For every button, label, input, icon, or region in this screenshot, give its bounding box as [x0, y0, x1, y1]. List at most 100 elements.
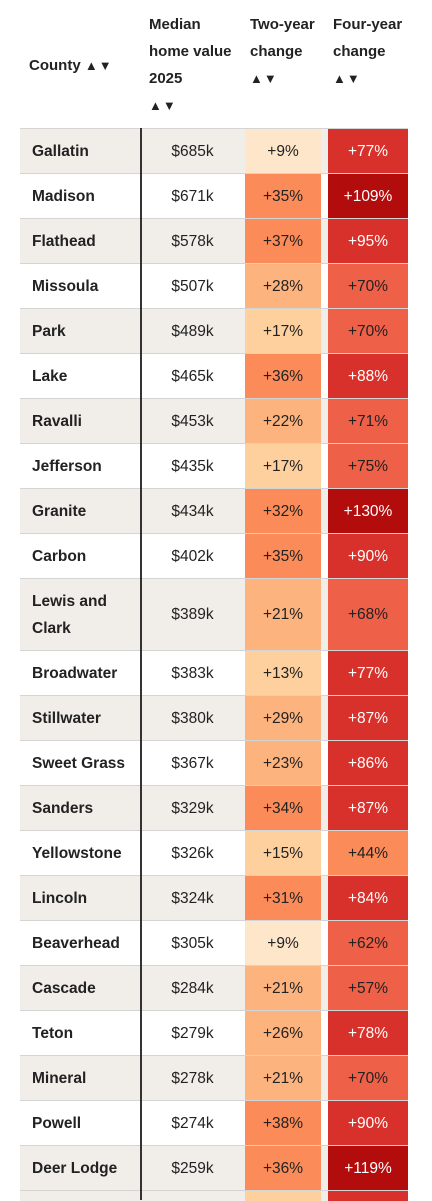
four-year-change-cell: +75%	[328, 444, 408, 489]
county-name: Park	[32, 323, 66, 340]
median-value: $578k	[171, 232, 214, 250]
county-column-header[interactable]: County ▲▼	[29, 52, 113, 79]
county-name: Granite	[32, 503, 87, 520]
four-year-header-label: Four-year change	[333, 16, 403, 60]
median-value: $274k	[171, 1114, 214, 1132]
four-year-change-cell: +90%	[328, 534, 408, 579]
median-value: $435k	[171, 457, 214, 475]
four-year-change-cell: +130%	[328, 489, 408, 534]
four-year-change-cell: +70%	[328, 309, 408, 354]
table-row: Lake $465k +36% +88%	[20, 353, 408, 399]
median-value: $434k	[171, 502, 214, 520]
county-name: Lake	[32, 368, 68, 385]
table-row: Park $489k +17% +70%	[20, 308, 408, 354]
four-year-change-cell: +84%	[328, 876, 408, 921]
four-year-change-cell: +87%	[328, 696, 408, 741]
four-year-change-cell: +70%	[328, 264, 408, 309]
table-row: Yellowstone $326k +15% +44%	[20, 830, 408, 876]
county-name: Beaverhead	[32, 935, 120, 952]
median-value: $389k	[171, 606, 214, 623]
column-divider	[140, 128, 142, 1200]
four-year-change-cell: +86%	[328, 741, 408, 786]
table-row: Granite $434k +32% +130%	[20, 488, 408, 534]
sort-arrows-icon[interactable]: ▲▼	[84, 58, 113, 73]
four-year-change-cell: +88%	[328, 354, 408, 399]
table-row: Beaverhead $305k +9% +62%	[20, 920, 408, 966]
two-year-change-cell: +35%	[245, 534, 321, 579]
table-row: Lincoln $324k +31% +84%	[20, 875, 408, 921]
two-year-header-label: Two-year change	[250, 16, 315, 60]
two-year-column-header[interactable]: Two-year change ▲▼	[250, 11, 320, 92]
median-value: $324k	[171, 889, 214, 907]
two-year-change-cell: +38%	[245, 1101, 321, 1146]
median-value: $367k	[171, 754, 214, 772]
two-year-change-cell: +36%	[245, 354, 321, 399]
four-year-change-cell: +71%	[328, 399, 408, 444]
sort-arrows-icon[interactable]: ▲▼	[333, 71, 361, 86]
four-year-change-cell: +95%	[328, 219, 408, 264]
four-year-change-cell: +62%	[328, 921, 408, 966]
county-name: Deer Lodge	[32, 1160, 118, 1177]
two-year-change-cell: +28%	[245, 264, 321, 309]
two-year-change-cell: +31%	[245, 876, 321, 921]
table-row	[20, 1190, 408, 1201]
table-row: Mineral $278k +21% +70%	[20, 1055, 408, 1101]
county-name: Ravalli	[32, 413, 82, 430]
two-year-change-cell: +34%	[245, 786, 321, 831]
table-row: Powell $274k +38% +90%	[20, 1100, 408, 1146]
table-row: Cascade $284k +21% +57%	[20, 965, 408, 1011]
county-name: Carbon	[32, 548, 87, 565]
median-header-label: Median home value 2025	[149, 16, 232, 87]
table-row: Flathead $578k +37% +95%	[20, 218, 408, 264]
median-value: $465k	[171, 367, 214, 385]
two-year-change-cell: +36%	[245, 1146, 321, 1191]
table-row: Deer Lodge $259k +36% +119%	[20, 1145, 408, 1191]
table-row: Sanders $329k +34% +87%	[20, 785, 408, 831]
four-year-change-cell: +87%	[328, 786, 408, 831]
four-year-change-cell: +77%	[328, 651, 408, 696]
county-name: Sweet Grass	[32, 755, 126, 772]
median-value: $685k	[171, 142, 214, 160]
county-name: Lewis and Clark	[32, 593, 107, 637]
four-year-change-cell: +109%	[328, 174, 408, 219]
median-value: $278k	[171, 1069, 214, 1087]
two-year-change-cell: +17%	[245, 444, 321, 489]
county-name: Jefferson	[32, 458, 102, 475]
county-name: Mineral	[32, 1070, 87, 1087]
table-row: Missoula $507k +28% +70%	[20, 263, 408, 309]
four-year-change-cell: +70%	[328, 1056, 408, 1101]
four-year-column-header[interactable]: Four-year change ▲▼	[333, 11, 403, 92]
sort-arrows-icon[interactable]: ▲▼	[250, 71, 278, 86]
median-value: $507k	[171, 277, 214, 295]
median-column-header[interactable]: Median home value 2025 ▲▼	[149, 11, 241, 119]
county-header-label: County	[29, 57, 81, 74]
median-value: $380k	[171, 709, 214, 727]
two-year-change-cell: +21%	[245, 966, 321, 1011]
two-year-change-cell: +21%	[245, 579, 321, 651]
county-name: Stillwater	[32, 710, 101, 727]
county-name: Teton	[32, 1025, 74, 1042]
four-year-change-cell: +44%	[328, 831, 408, 876]
table-row: Teton $279k +26% +78%	[20, 1010, 408, 1056]
median-value: $326k	[171, 844, 214, 862]
two-year-change-cell: +9%	[245, 921, 321, 966]
two-year-change-cell: +9%	[245, 129, 321, 174]
two-year-change-cell: +17%	[245, 309, 321, 354]
median-value: $453k	[171, 412, 214, 430]
sort-arrows-icon[interactable]: ▲▼	[149, 98, 177, 113]
county-name: Sanders	[32, 800, 94, 817]
two-year-change-cell: +22%	[245, 399, 321, 444]
two-year-change-cell: +13%	[245, 651, 321, 696]
median-value: $489k	[171, 322, 214, 340]
table-row: Stillwater $380k +29% +87%	[20, 695, 408, 741]
county-name: Flathead	[32, 233, 96, 250]
table-row: Carbon $402k +35% +90%	[20, 533, 408, 579]
table-row: Lewis and Clark $389k +21% +68%	[20, 578, 408, 651]
four-year-change-cell: +77%	[328, 129, 408, 174]
two-year-change-cell: +21%	[245, 1056, 321, 1101]
two-year-change-cell: +26%	[245, 1011, 321, 1056]
median-value: $284k	[171, 979, 214, 997]
median-value: $259k	[171, 1159, 214, 1177]
median-value: $671k	[171, 187, 214, 205]
median-value: $402k	[171, 547, 214, 565]
